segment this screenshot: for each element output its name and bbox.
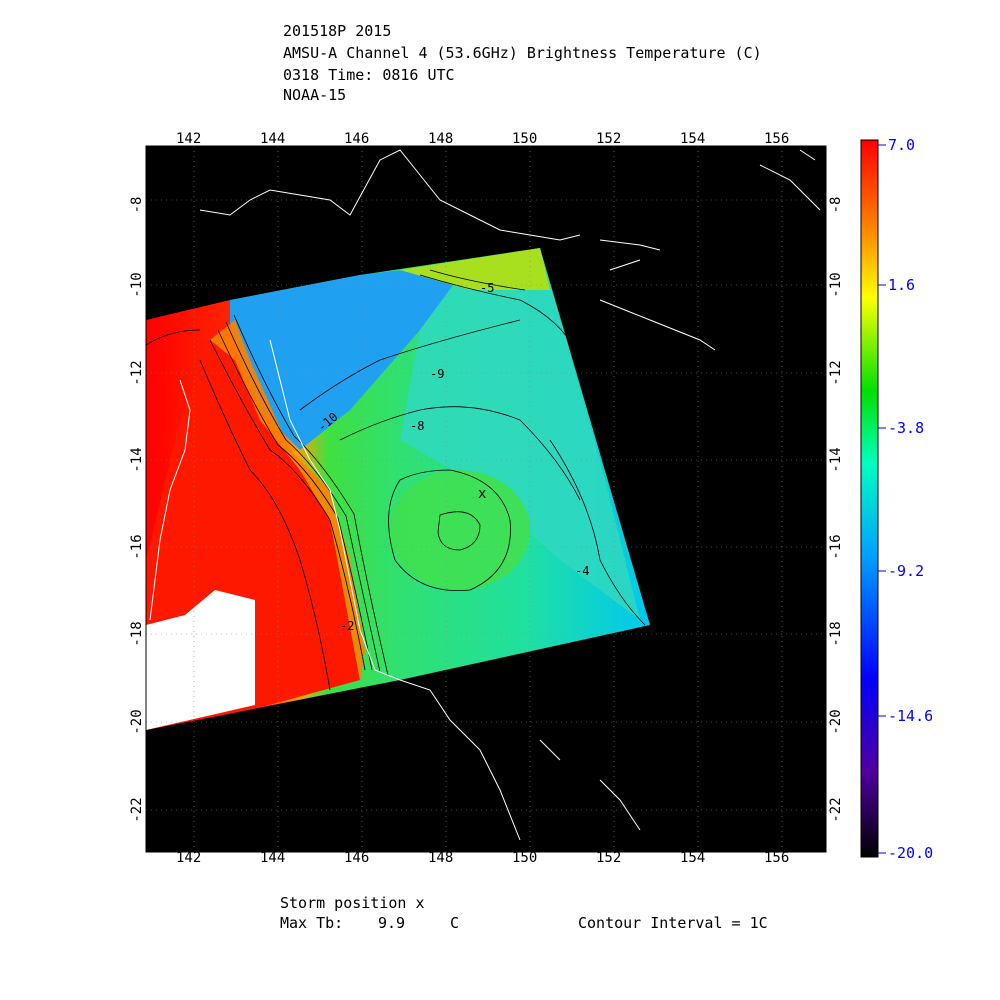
max-tb-unit: C — [450, 914, 460, 932]
product-title: AMSU-A Channel 4 (53.6GHz) Brightness Te… — [283, 44, 762, 62]
graticule — [146, 146, 826, 852]
lon-tick-bottom: 144 — [260, 850, 285, 866]
lon-axis-bottom: 142 144 146 148 150 152 154 156 — [176, 850, 789, 866]
lon-tick-top: 150 — [512, 131, 537, 147]
max-tb-label: Max Tb: — [280, 914, 344, 932]
lat-tick-right: -16 — [828, 534, 844, 559]
cold-region — [230, 262, 470, 450]
lat-axis-left: -8 -10 -12 -14 -16 -18 -20 -22 — [129, 197, 145, 823]
lat-tick-left: -20 — [129, 709, 145, 734]
teal-region — [400, 248, 640, 620]
lon-tick-bottom: 142 — [176, 850, 201, 866]
lon-tick-bottom: 152 — [596, 850, 621, 866]
storm-position-legend: Storm position x — [280, 894, 425, 912]
time-title: 0318 Time: 0816 UTC — [283, 66, 455, 84]
lon-tick-top: 154 — [680, 131, 705, 147]
lat-tick-left: -16 — [129, 534, 145, 559]
lon-tick-top: 142 — [176, 131, 201, 147]
contour-label: -5 — [480, 281, 494, 295]
lat-tick-right: -12 — [828, 360, 844, 385]
contour-interval: Contour Interval = 1C — [578, 914, 768, 932]
storm-id-title: 201518P 2015 — [283, 22, 392, 40]
lat-tick-right: -20 — [828, 709, 844, 734]
lat-tick-left: -10 — [129, 272, 145, 297]
colorbar — [860, 139, 879, 858]
lat-tick-left: -14 — [129, 447, 145, 472]
lon-tick-bottom: 150 — [512, 850, 537, 866]
contour-label: -9 — [430, 367, 444, 381]
no-data-area — [146, 590, 255, 730]
colorbar-label: -9.2 — [888, 562, 924, 580]
top-warm-strip — [400, 248, 550, 290]
map-frame — [145, 145, 827, 853]
lon-tick-bottom: 148 — [428, 850, 453, 866]
lat-tick-left: -12 — [129, 360, 145, 385]
contour-label: -2 — [340, 619, 354, 633]
storm-marker: x — [478, 486, 486, 502]
contour-label: -8 — [410, 419, 424, 433]
contour-lines — [146, 269, 646, 691]
lon-tick-top: 156 — [764, 131, 789, 147]
lon-tick-bottom: 154 — [680, 850, 705, 866]
colorbar-label: -3.8 — [888, 419, 924, 437]
colorbar-label: -14.6 — [888, 707, 933, 725]
lon-tick-top: 146 — [344, 131, 369, 147]
lon-tick-top: 148 — [428, 131, 453, 147]
lat-tick-left: -22 — [129, 797, 145, 822]
warm-core — [390, 470, 530, 590]
colorbar-label: 7.0 — [888, 136, 915, 154]
lat-tick-right: -10 — [828, 272, 844, 297]
lon-axis-top: 142 144 146 148 150 152 154 156 — [176, 131, 789, 147]
lat-tick-left: -8 — [129, 197, 145, 214]
coastlines — [149, 149, 821, 841]
lon-tick-bottom: 146 — [344, 850, 369, 866]
lon-tick-bottom: 156 — [764, 850, 789, 866]
lat-tick-right: -14 — [828, 447, 844, 472]
lat-tick-right: -8 — [828, 197, 844, 214]
max-tb-value: 9.9 — [378, 914, 406, 932]
colorbar-label: -20.0 — [888, 844, 933, 862]
colorbar-ticks — [878, 144, 886, 854]
lat-tick-right: -18 — [828, 621, 844, 646]
lat-tick-left: -18 — [129, 621, 145, 646]
lon-tick-top: 144 — [260, 131, 285, 147]
lat-axis-right: -8 -10 -12 -14 -16 -18 -20 -22 — [828, 197, 844, 823]
lon-tick-top: 152 — [596, 131, 621, 147]
lat-tick-right: -22 — [828, 797, 844, 822]
contour-label: -4 — [575, 564, 589, 578]
colorbar-label: 1.6 — [888, 276, 915, 294]
satellite-title: NOAA-15 — [283, 86, 347, 104]
